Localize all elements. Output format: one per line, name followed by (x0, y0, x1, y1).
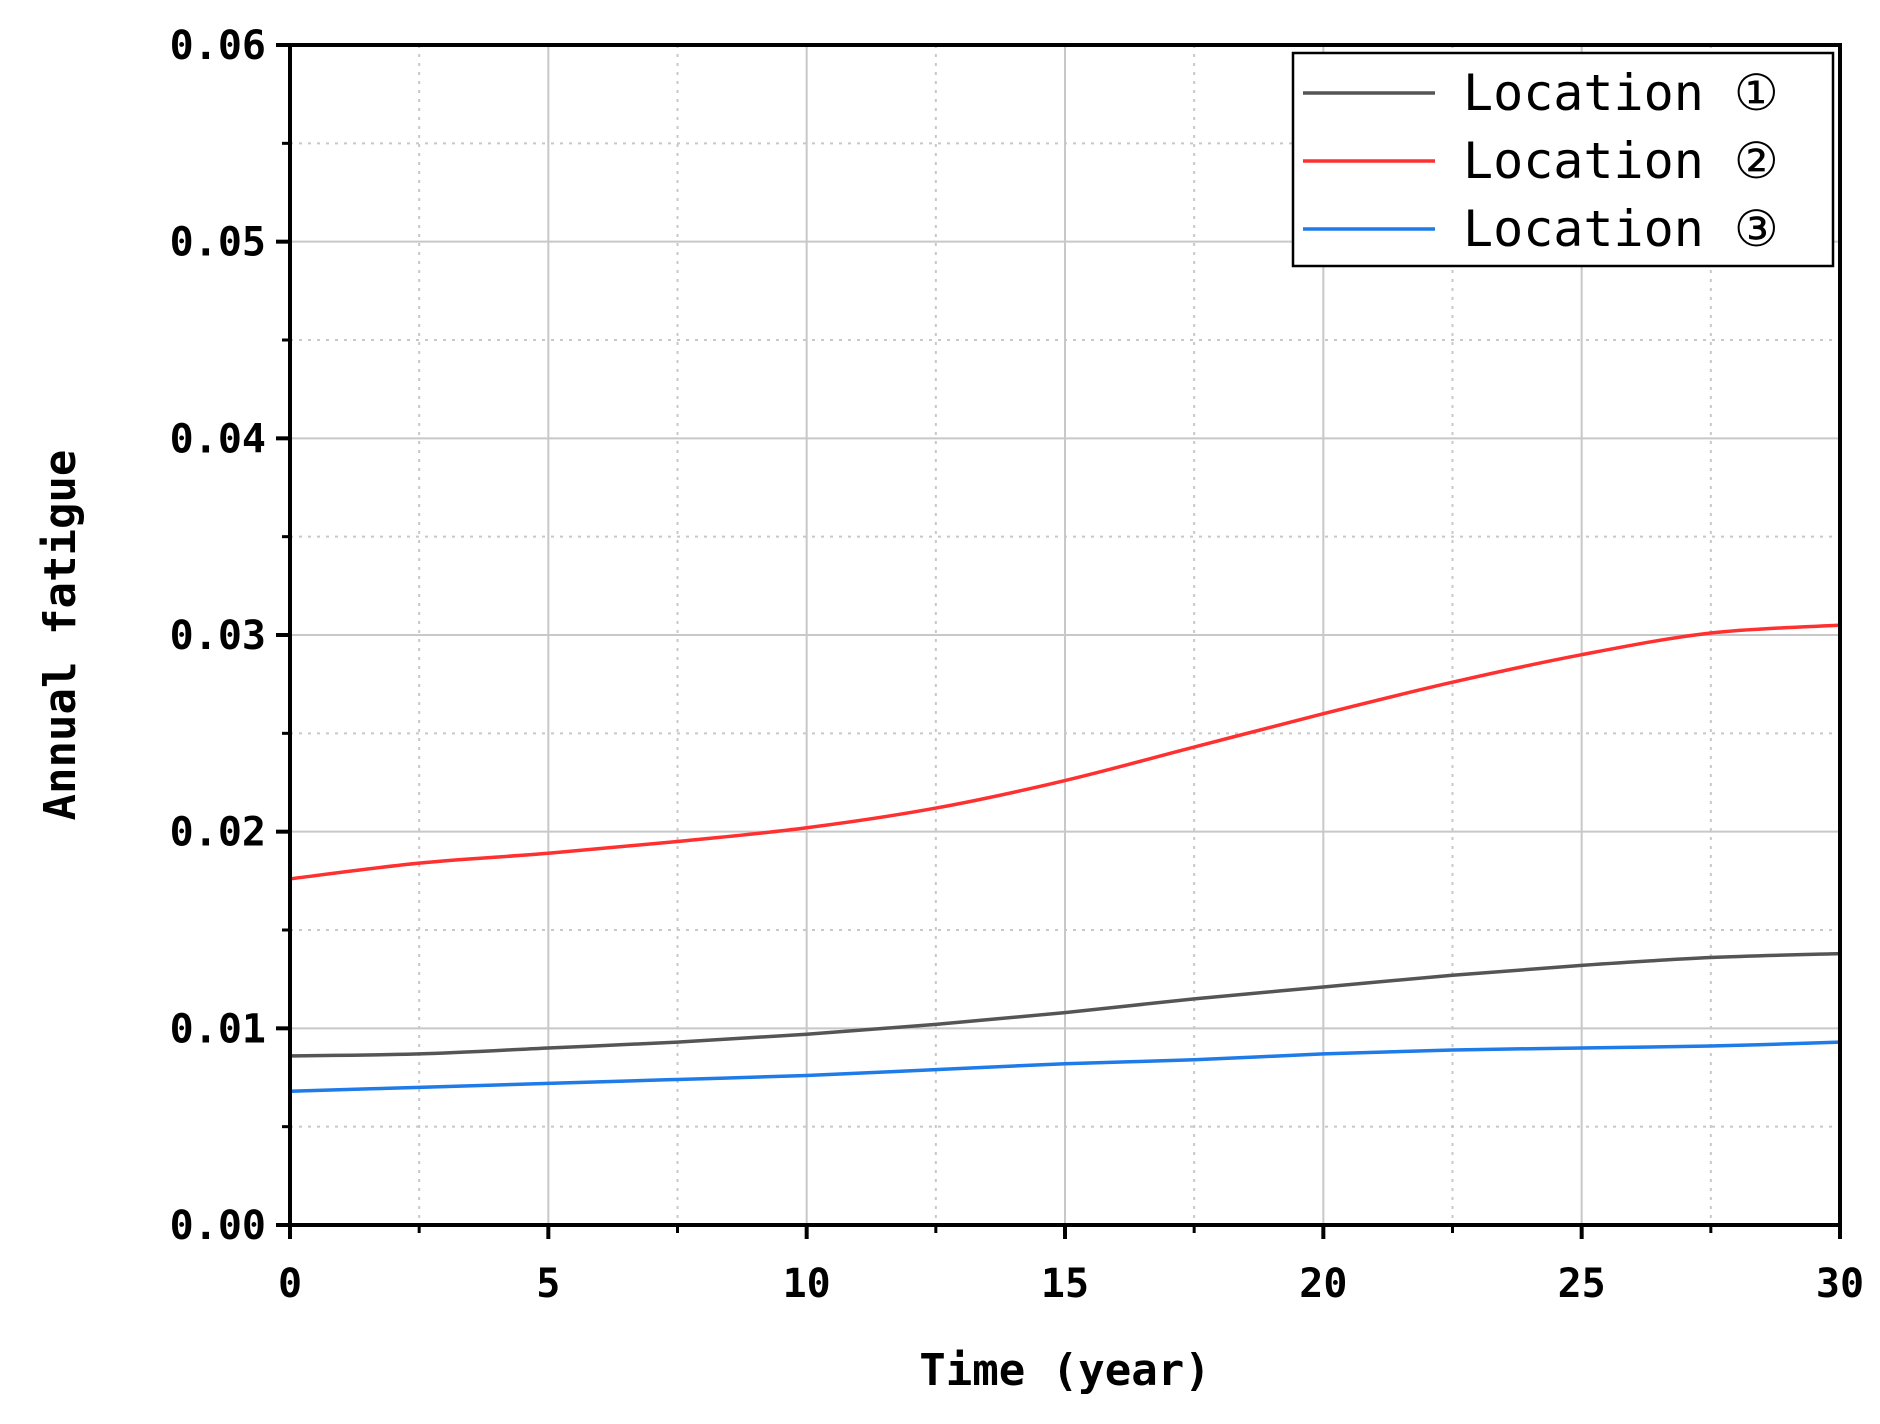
series-line (289, 623, 1841, 881)
x-tick-label: 20 (1299, 1261, 1347, 1307)
y-axis-title: Annual fatigue (35, 450, 86, 821)
legend: Location ① Location ② Location ③ (1291, 51, 1835, 268)
series-line (289, 951, 1841, 1058)
x-tick-label: 5 (536, 1261, 560, 1307)
x-tick-label: 0 (278, 1261, 302, 1307)
y-tick-label: 0.02 (170, 810, 266, 856)
x-tick-label: 25 (1558, 1261, 1606, 1307)
y-tick-label: 0.03 (170, 613, 266, 659)
y-tick-label: 0.00 (170, 1203, 266, 1249)
legend-label: Location ③ (1463, 200, 1779, 258)
y-tick-label: 0.04 (170, 416, 266, 462)
y-tick-label: 0.05 (170, 220, 266, 266)
legend-label: Location ② (1463, 132, 1779, 190)
series-lines (289, 623, 1841, 1094)
ticks: 0 5 10 15 20 25 30 0.00 0.01 0.02 0.03 0.04 0.05 0.06 (170, 23, 1864, 1307)
y-tick-label: 0.01 (170, 1006, 266, 1052)
y-tick-label: 0.06 (170, 23, 266, 69)
x-tick-label: 10 (783, 1261, 831, 1307)
x-tick-label: 15 (1041, 1261, 1089, 1307)
legend-label: Location ① (1463, 64, 1779, 122)
x-tick-label: 30 (1816, 1261, 1864, 1307)
x-axis-title: Time (year) (919, 1345, 1210, 1396)
series-line (289, 1040, 1841, 1094)
